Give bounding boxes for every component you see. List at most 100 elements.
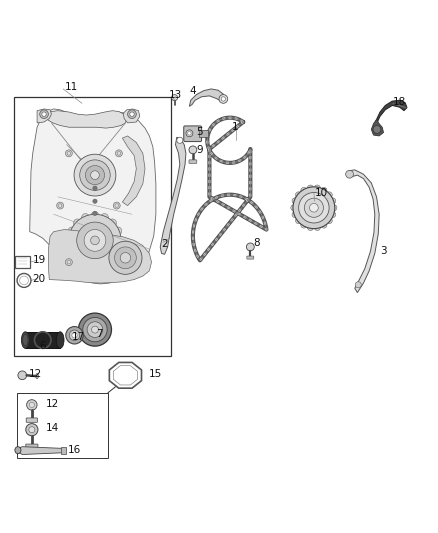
Circle shape <box>291 205 297 211</box>
Circle shape <box>109 241 142 274</box>
Polygon shape <box>37 109 51 123</box>
Text: 14: 14 <box>46 423 59 433</box>
Text: 13: 13 <box>169 90 182 100</box>
Bar <box>61 447 66 454</box>
Circle shape <box>296 192 302 198</box>
Circle shape <box>67 151 71 155</box>
Text: 12: 12 <box>46 399 59 409</box>
Circle shape <box>85 166 105 184</box>
Polygon shape <box>113 366 138 385</box>
Text: 4: 4 <box>189 86 196 96</box>
Circle shape <box>68 246 76 254</box>
Bar <box>17 393 108 458</box>
Text: 18: 18 <box>393 97 406 107</box>
Circle shape <box>301 222 307 228</box>
Text: 15: 15 <box>148 369 162 379</box>
Circle shape <box>189 146 197 154</box>
Circle shape <box>109 254 117 262</box>
Circle shape <box>42 112 46 116</box>
Circle shape <box>321 222 327 228</box>
Circle shape <box>314 185 321 191</box>
Circle shape <box>91 212 99 220</box>
Circle shape <box>26 424 38 436</box>
Circle shape <box>326 217 332 224</box>
Text: 1: 1 <box>232 122 239 132</box>
Circle shape <box>307 185 314 191</box>
Circle shape <box>84 230 106 251</box>
Circle shape <box>304 198 323 217</box>
Circle shape <box>101 260 108 267</box>
Circle shape <box>17 273 31 287</box>
Circle shape <box>57 202 64 209</box>
Circle shape <box>18 371 27 379</box>
Circle shape <box>221 97 226 101</box>
Circle shape <box>69 214 121 266</box>
Polygon shape <box>123 109 140 123</box>
Text: 7: 7 <box>96 329 103 339</box>
Polygon shape <box>48 230 152 283</box>
Circle shape <box>346 171 353 178</box>
Circle shape <box>187 132 191 135</box>
FancyBboxPatch shape <box>26 444 38 448</box>
Circle shape <box>93 186 97 190</box>
Bar <box>199 130 208 137</box>
Circle shape <box>310 204 318 212</box>
Circle shape <box>72 333 77 338</box>
Circle shape <box>109 219 117 227</box>
Text: 3: 3 <box>380 246 387 256</box>
Polygon shape <box>189 89 226 107</box>
Circle shape <box>93 211 97 215</box>
Polygon shape <box>122 136 145 206</box>
Circle shape <box>77 222 113 259</box>
Circle shape <box>301 188 307 193</box>
Ellipse shape <box>23 334 28 346</box>
Polygon shape <box>47 111 127 128</box>
Circle shape <box>68 227 76 235</box>
Circle shape <box>177 137 183 143</box>
Circle shape <box>321 188 327 193</box>
Circle shape <box>29 426 35 433</box>
Text: 9: 9 <box>196 145 203 155</box>
Circle shape <box>74 254 81 262</box>
Circle shape <box>74 219 81 227</box>
FancyBboxPatch shape <box>15 256 30 268</box>
Circle shape <box>186 130 193 137</box>
Text: 11: 11 <box>64 82 78 92</box>
Circle shape <box>113 202 120 209</box>
Polygon shape <box>374 100 407 128</box>
Circle shape <box>87 322 103 337</box>
Circle shape <box>81 214 89 221</box>
Circle shape <box>299 192 329 223</box>
Text: 16: 16 <box>67 445 81 455</box>
Text: 20: 20 <box>33 273 46 284</box>
Circle shape <box>69 330 80 341</box>
FancyBboxPatch shape <box>184 126 201 142</box>
Circle shape <box>92 326 99 333</box>
Circle shape <box>116 150 122 157</box>
Circle shape <box>91 261 99 269</box>
Text: 17: 17 <box>72 332 85 342</box>
Circle shape <box>292 212 298 217</box>
Circle shape <box>292 198 298 204</box>
Circle shape <box>66 237 74 244</box>
Circle shape <box>27 400 37 410</box>
Circle shape <box>296 217 302 224</box>
Text: 6: 6 <box>40 341 46 351</box>
Text: 12: 12 <box>28 369 42 379</box>
Polygon shape <box>30 109 156 284</box>
FancyBboxPatch shape <box>247 256 254 259</box>
Circle shape <box>93 173 97 177</box>
Text: 2: 2 <box>162 239 168 249</box>
Circle shape <box>130 112 134 116</box>
Circle shape <box>66 327 83 344</box>
Circle shape <box>65 150 72 157</box>
Ellipse shape <box>36 374 39 379</box>
Circle shape <box>115 204 118 207</box>
Circle shape <box>81 260 89 267</box>
Polygon shape <box>18 447 64 455</box>
Circle shape <box>20 276 28 285</box>
FancyBboxPatch shape <box>26 418 38 422</box>
Circle shape <box>78 313 112 346</box>
Circle shape <box>330 198 336 204</box>
Circle shape <box>74 154 116 196</box>
